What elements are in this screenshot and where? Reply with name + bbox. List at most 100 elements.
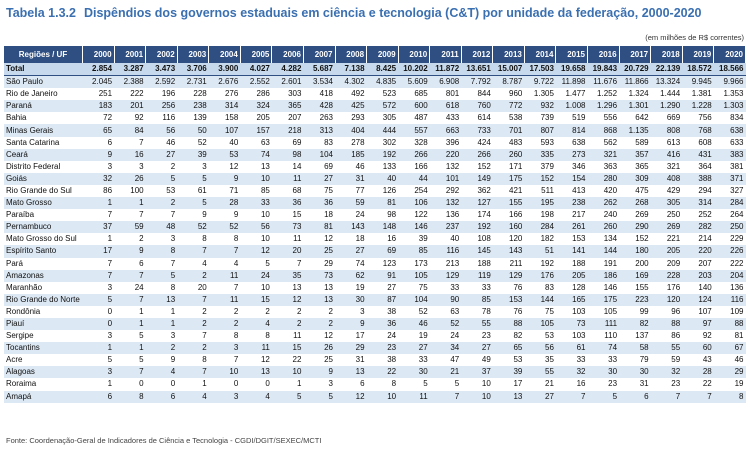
cell: 3.287: [114, 63, 146, 77]
cell: 22: [702, 379, 712, 389]
cell: 5: [303, 390, 335, 403]
cell: 5: [177, 172, 209, 185]
header-cell: 2017: [619, 46, 652, 63]
cell: 81: [734, 331, 744, 341]
cell: 209: [666, 258, 681, 268]
cell: 1.477: [565, 89, 586, 99]
cell: 608: [698, 137, 712, 147]
row-label: Ceará: [4, 148, 83, 161]
table-row: Minas Gerais 65 84 56 50 107 157 218 313 404 444 55…: [4, 124, 746, 137]
cell: 88: [650, 317, 683, 331]
cell: 186: [587, 269, 620, 282]
cell: 61: [555, 342, 588, 355]
cell: 111: [587, 317, 620, 331]
cell: 36: [303, 197, 335, 210]
cell: 314: [208, 100, 241, 113]
cell: 2.592: [145, 75, 178, 89]
cell: 174: [477, 210, 491, 220]
table-row: Total 2.854 3.287 3.473 3.706 3.900 4.027 4.282…: [4, 63, 746, 77]
row-label: Espírito Santo: [4, 245, 83, 258]
cell: 3.534: [303, 75, 335, 89]
cell: 254: [414, 185, 428, 195]
table-row: Santa Catarina 6 7 46 52 40 63 69 83 278 302 328 396…: [4, 137, 746, 149]
cell: 18.566: [713, 63, 746, 77]
cell: 72: [103, 113, 113, 123]
cell: 55: [524, 366, 556, 379]
cell: 192: [366, 148, 399, 161]
cell: 83: [324, 137, 333, 147]
cell: 276: [224, 89, 239, 99]
cell: 29: [335, 342, 367, 355]
cell: 21: [429, 366, 462, 379]
cell: 220: [682, 245, 714, 258]
header-cell: 2000: [82, 46, 115, 63]
cell: 293: [351, 113, 365, 123]
cell: 2: [271, 317, 304, 331]
cell: 269: [635, 210, 649, 220]
cell: 26: [114, 172, 146, 185]
cell: 2: [145, 342, 178, 355]
cell: 18: [355, 234, 365, 244]
cell: 176: [666, 282, 681, 292]
cell: 7: [139, 137, 144, 147]
cell: 10: [208, 366, 241, 379]
cell: 266: [461, 148, 493, 161]
cell: 932: [524, 100, 556, 113]
cell: 1.303: [713, 100, 746, 113]
cell: 4: [240, 390, 272, 403]
cell: 5: [82, 293, 115, 306]
cell: 87: [366, 293, 399, 306]
cell: 523: [382, 89, 397, 99]
cell: 1.381: [691, 89, 712, 99]
cell: 7: [114, 269, 146, 282]
header-cell: 2003: [177, 46, 210, 63]
table-row: Amapá 6 8 6 4 3 4 5 5 12 10 11 7 10 13 27 7 5 6 7 7 8: [4, 390, 746, 403]
cell: 223: [619, 293, 651, 306]
cell: 3: [208, 390, 241, 403]
cell: 1.301: [619, 100, 651, 113]
cell: 3: [328, 379, 333, 389]
cell: 37: [82, 221, 115, 234]
row-label: Amapá: [4, 390, 83, 403]
cell: 124: [682, 293, 714, 306]
cell: 1: [114, 317, 146, 331]
cell: 22: [366, 366, 399, 379]
cell: 4: [240, 317, 272, 331]
cell: 99: [639, 306, 649, 316]
source: Fonte: Coordenação-Geral de Indicadores …: [6, 436, 322, 445]
cell: 15: [292, 210, 302, 220]
cell: 260: [492, 148, 525, 161]
cell: 46: [398, 317, 430, 331]
cell: 67: [713, 342, 746, 355]
cell: 12: [335, 390, 367, 403]
cell: 420: [603, 185, 618, 195]
cell: 273: [555, 148, 588, 161]
header-cell: 2011: [429, 46, 462, 63]
cell: 960: [509, 89, 523, 99]
cell: 30: [335, 293, 367, 306]
cell: 5: [423, 379, 428, 389]
cell: 250: [713, 221, 746, 234]
cell: 116: [713, 293, 746, 306]
cell: 2.045: [82, 75, 115, 89]
cell: 421: [509, 185, 523, 195]
cell: 4: [145, 366, 178, 379]
cell: 204: [713, 269, 746, 282]
table-row: Paraíba 7 7 7 9 9 10 15 18 24 98 122 136 174 166 198 217…: [4, 209, 746, 221]
cell: 2: [139, 234, 144, 244]
cell: 487: [414, 113, 428, 123]
cell: 27: [335, 245, 367, 258]
cell: 88: [713, 317, 746, 331]
header-cell: 2002: [145, 46, 178, 63]
cell: 75: [418, 282, 428, 292]
cell: 772: [492, 100, 525, 113]
cell: 32: [82, 172, 115, 185]
cell: 416: [650, 148, 683, 161]
cell: 3: [107, 161, 113, 171]
cell: 11.676: [587, 75, 620, 89]
cell: 56: [524, 342, 556, 355]
cell: 11: [240, 342, 272, 355]
cell: 8: [170, 282, 176, 292]
cell: 475: [635, 185, 649, 195]
cell: 8: [713, 390, 746, 403]
